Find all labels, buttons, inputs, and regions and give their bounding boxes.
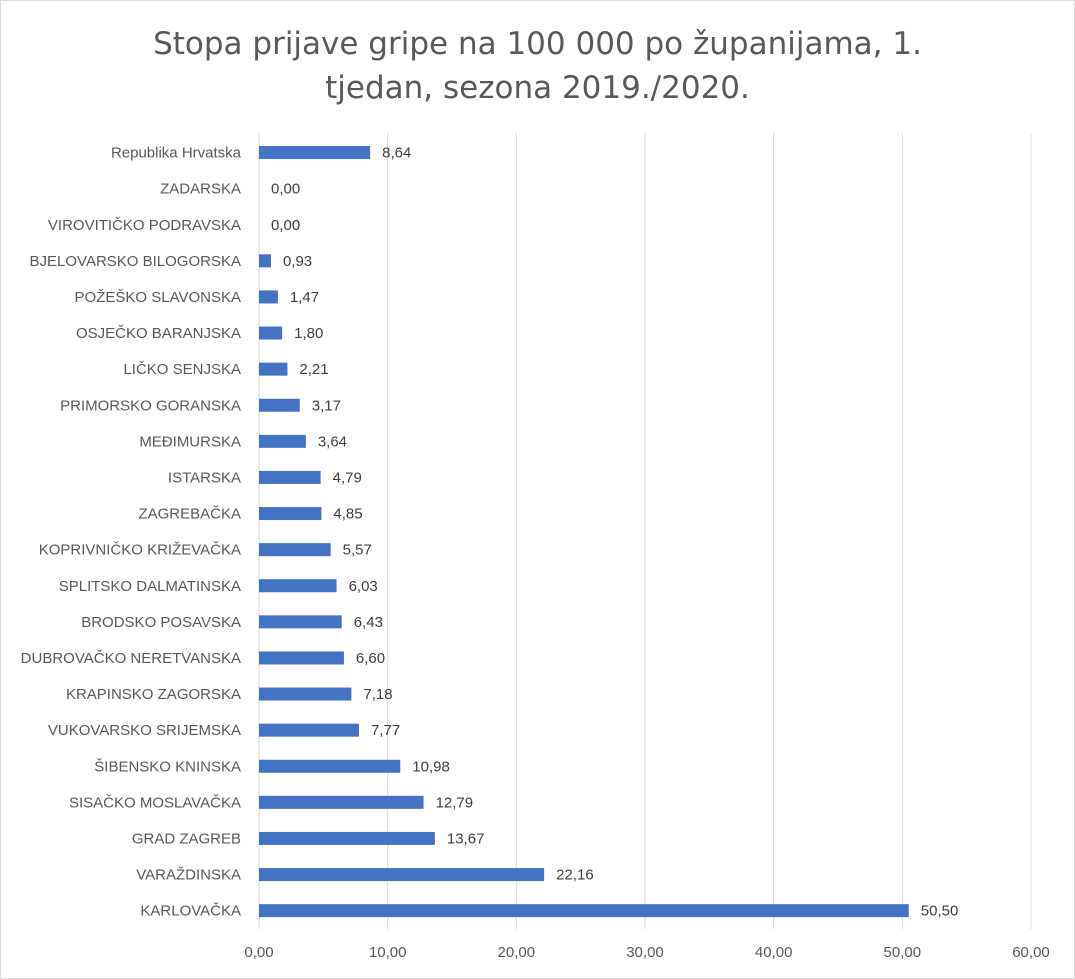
category-label: VARAŽDINSKA	[136, 867, 241, 884]
category-label: KRAPINSKO ZAGORSKA	[66, 686, 241, 703]
data-label: 1,47	[290, 289, 319, 306]
category-label: VUKOVARSKO SRIJEMSKA	[48, 722, 241, 739]
category-label: OSJEČKO BARANJSKA	[76, 325, 241, 342]
data-label: 6,60	[356, 650, 385, 667]
bar	[259, 290, 278, 304]
data-label: 0,00	[271, 217, 300, 234]
bar	[259, 795, 424, 809]
category-label: POŽEŠKO SLAVONSKA	[75, 289, 241, 306]
data-label: 8,64	[382, 145, 411, 162]
category-label: LIČKO SENJSKA	[123, 361, 241, 378]
bar	[259, 470, 321, 484]
bar	[259, 326, 283, 340]
bar	[259, 254, 271, 268]
bar	[259, 507, 322, 521]
bar	[259, 362, 288, 376]
data-label: 13,67	[447, 830, 485, 847]
bar	[259, 904, 909, 918]
bar	[259, 434, 306, 448]
bar	[259, 687, 352, 701]
bar	[259, 651, 344, 665]
data-label: 3,17	[312, 397, 341, 414]
x-tick-label: 50,00	[884, 944, 922, 961]
category-label: VIROVITIČKO PODRAVSKA	[48, 217, 241, 234]
category-label: KARLOVAČKA	[140, 903, 241, 920]
data-label: 3,64	[318, 433, 347, 450]
category-label: GRAD ZAGREB	[132, 830, 241, 847]
bar	[259, 759, 401, 773]
category-label: Republika Hrvatska	[111, 145, 242, 162]
data-label: 5,57	[343, 542, 372, 559]
x-tick-label: 30,00	[626, 944, 664, 961]
data-labels: 8,64 0,00 0,00 0,93 1,47 1,80 2,21 3,17 3,64 4,79…	[271, 145, 958, 920]
category-label: ZADARSKA	[160, 181, 241, 198]
category-labels: Republika Hrvatska ZADARSKA VIROVITIČKO PO…	[21, 145, 242, 920]
data-label: 2,21	[299, 361, 328, 378]
category-label: ŠIBENSKO KNINSKA	[94, 758, 241, 775]
category-label: SISAČKO MOSLAVAČKA	[69, 794, 241, 811]
category-label: KOPRIVNIČKO KRIŽEVAČKA	[39, 542, 241, 559]
x-tick-label: 20,00	[498, 944, 536, 961]
x-tick-label: 60,00	[1012, 944, 1050, 961]
category-label: ZAGREBAČKA	[138, 506, 241, 523]
category-label: DUBROVAČKO NERETVANSKA	[21, 650, 241, 667]
data-label: 1,80	[294, 325, 323, 342]
category-label: PRIMORSKO GORANSKA	[60, 397, 241, 414]
x-tick-label: 40,00	[755, 944, 793, 961]
data-label: 6,03	[349, 578, 378, 595]
category-label: BJELOVARSKO BILOGORSKA	[30, 253, 241, 270]
x-tick-label: 10,00	[369, 944, 407, 961]
data-label: 10,98	[412, 758, 450, 775]
chart-title: Stopa prijave gripe na 100 000 po župani…	[0, 22, 1075, 110]
bar	[259, 146, 371, 160]
bar	[259, 868, 545, 882]
bar	[259, 615, 342, 629]
gridlines	[258, 133, 1032, 929]
bar	[259, 398, 300, 412]
data-label: 0,93	[283, 253, 312, 270]
category-label: ISTARSKA	[168, 469, 241, 486]
data-label: 7,77	[371, 722, 400, 739]
data-label: 0,00	[271, 181, 300, 198]
data-label: 50,50	[921, 903, 959, 920]
data-label: 4,85	[333, 506, 362, 523]
category-label: MEĐIMURSKA	[139, 433, 241, 450]
chart-title-line-1: Stopa prijave gripe na 100 000 po župani…	[153, 26, 922, 62]
category-label: BRODSKO POSAVSKA	[81, 614, 241, 631]
bars	[259, 146, 909, 918]
bar	[259, 831, 435, 845]
category-label: SPLITSKO DALMATINSKA	[59, 578, 241, 595]
bar	[259, 579, 337, 593]
bar	[259, 543, 331, 557]
data-label: 12,79	[436, 794, 474, 811]
x-tick-labels: 0,00 10,00 20,00 30,00 40,00 50,00 60,00	[244, 944, 1049, 961]
data-label: 7,18	[363, 686, 392, 703]
data-label: 22,16	[556, 867, 594, 884]
chart-title-line-2: tjedan, sezona 2019./2020.	[325, 70, 750, 106]
x-tick-label: 0,00	[244, 944, 273, 961]
data-label: 6,43	[354, 614, 383, 631]
data-label: 4,79	[333, 469, 362, 486]
bar	[259, 723, 359, 737]
